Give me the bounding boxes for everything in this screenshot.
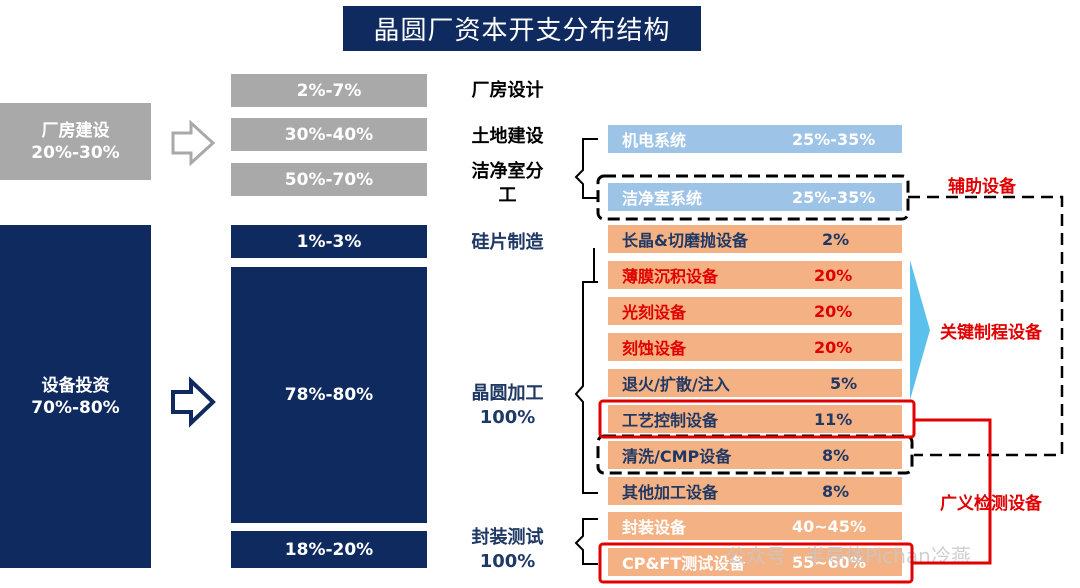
label-auxiliary-equipment: 辅助设备 [948,177,1016,197]
row-name: 封装设备 [622,518,687,537]
label-wafer-processing: 晶圆加工 [471,383,544,404]
row-value: 25%-35% [792,187,876,207]
key-process-pointer [910,260,930,400]
row-name: CP&FT测试设备 [622,554,746,573]
row-value: 8% [822,481,850,501]
label-packaging-test: 封装测试 [471,527,544,548]
row-value: 20% [814,337,853,357]
row-value: 11% [814,409,853,429]
row-cleaning-cmp: 清洗/CMP设备 8% [608,441,902,469]
row-mechanical-electrical: 机电系统 25%-35% [608,125,902,153]
label-silicon-wafer: 硅片制造 [471,232,544,253]
row-etching: 刻蚀设备 20% [608,333,902,361]
row-value: 20% [814,301,853,321]
row-name: 薄膜沉积设备 [622,267,719,286]
row-lithography: 光刻设备 20% [608,297,902,325]
label-factory-design: 厂房设计 [471,80,544,101]
row-value: 8% [822,445,850,465]
frame-cleanroom [596,174,910,221]
factory-construction-label: 厂房建设 [41,120,110,141]
label-key-process-equipment: 关键制程设备 [940,323,1042,343]
connector-broad-inspection [912,418,992,565]
row-value: 40~45% [792,516,866,536]
row-thin-film: 薄膜沉积设备 20% [608,261,902,289]
row-crystal-growth: 长晶&切磨抛设备 2% [608,225,902,253]
row-value: 20% [814,265,853,285]
row-process-control: 工艺控制设备 11% [608,405,902,433]
row-name: 其他加工设备 [622,483,719,502]
connector-auxiliary [908,195,1064,457]
row-name: 长晶&切磨抛设备 [622,231,748,250]
equipment-investment-box: 设备投资 70%-80% [0,225,151,568]
factory-construction-pct: 20%-30% [31,142,120,163]
label-packaging-test-pct: 100% [479,551,536,572]
row-test-equipment: CP&FT测试设备 55~60% [608,548,902,576]
brace-icon [574,138,598,199]
frame-process-control [598,399,916,439]
row-cleanroom-system: 洁净室系统 25%-35% [608,183,902,211]
arrow-right-icon [171,119,216,167]
frame-test-equipment [598,542,914,584]
pct-bar-factory-design: 2%-7% [231,74,427,107]
pct-bar-packaging-test: 18%-20% [231,531,427,568]
label-cleanroom-line1: 洁净室分 [471,161,544,182]
label-land-construction: 土地建设 [471,126,544,147]
pct-bar-silicon-wafer: 1%-3% [231,225,427,258]
row-value: 5% [830,373,858,393]
pct-bar-cleanroom: 50%-70% [231,163,427,196]
row-packaging-equipment: 封装设备 40~45% [608,512,902,540]
row-value: 2% [822,229,850,249]
pct-bar-wafer-processing: 78%-80% [231,267,427,523]
row-name: 刻蚀设备 [622,339,687,358]
row-name: 工艺控制设备 [622,411,719,430]
row-name: 洁净室系统 [622,189,703,208]
row-annealing: 退火/扩散/注入 5% [608,369,902,397]
row-name: 机电系统 [622,131,687,150]
equipment-investment-pct: 70%-80% [31,397,120,418]
row-other-processing: 其他加工设备 8% [608,477,902,505]
brace-icon [574,518,598,565]
pct-bar-land-construction: 30%-40% [231,118,427,151]
row-name: 清洗/CMP设备 [622,447,732,466]
page-title: 晶圆厂资本开支分布结构 [343,6,701,51]
arrow-right-icon [171,376,216,428]
equipment-investment-label: 设备投资 [41,375,110,396]
row-name: 退火/扩散/注入 [622,375,730,394]
frame-cleaning [596,434,914,475]
label-wafer-processing-pct: 100% [479,407,536,428]
label-cleanroom-line2: 工 [498,185,517,206]
row-value: 25%-35% [792,129,876,149]
row-value: 55~60% [792,552,866,572]
row-name: 光刻设备 [622,303,687,322]
factory-construction-box: 厂房建设 20%-30% [0,103,151,180]
brace-icon [574,281,598,494]
